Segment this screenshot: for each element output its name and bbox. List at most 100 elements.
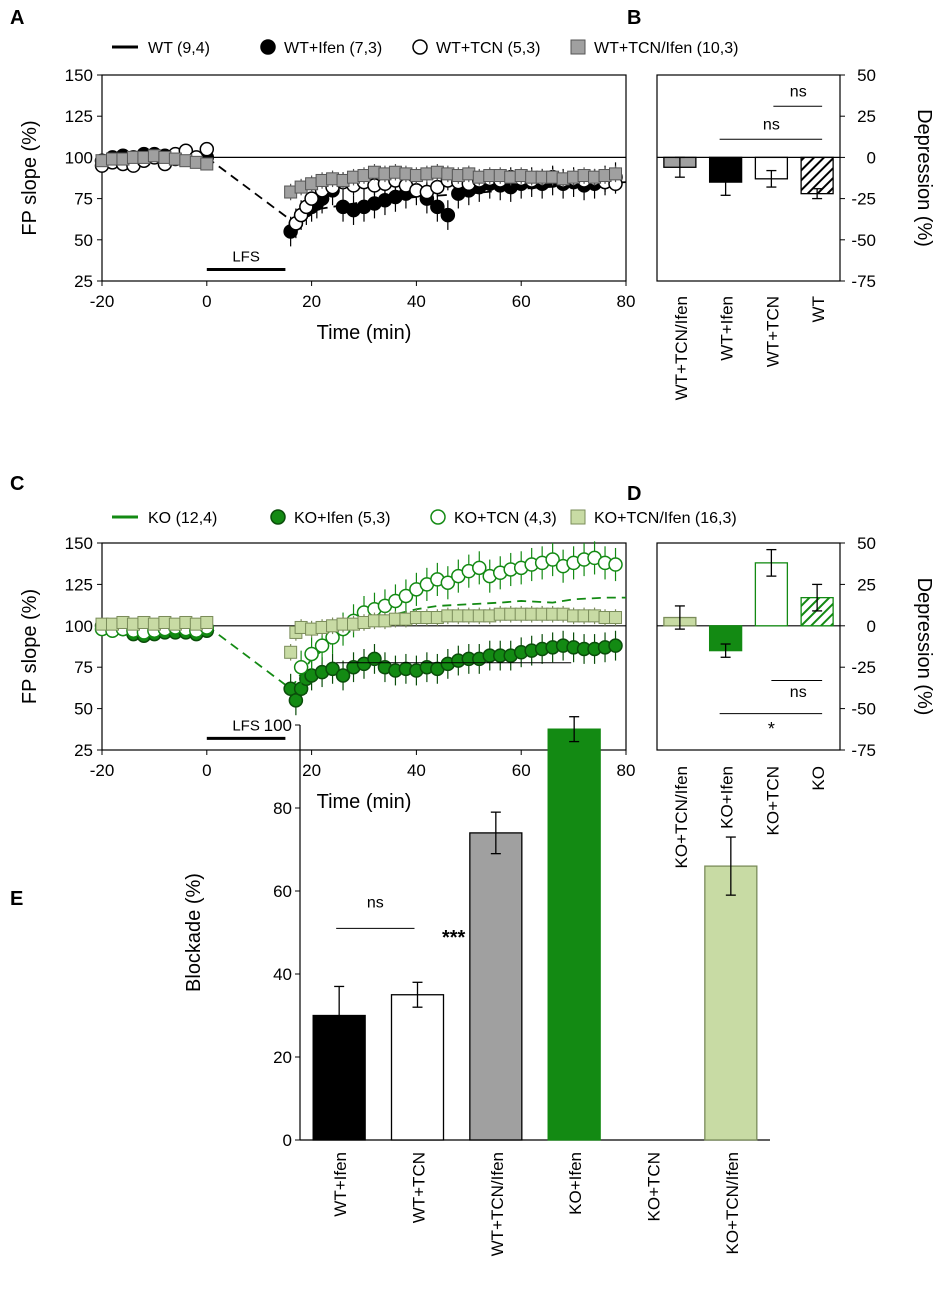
point-WT+Ifen [440, 207, 456, 223]
sig-label: ns [763, 116, 780, 133]
category-label: WT+TCN [763, 296, 782, 367]
y-tick-label: 25 [74, 741, 93, 760]
y-tick-label: 50 [74, 700, 93, 719]
y-axis-title: Blockade (%) [183, 873, 205, 992]
y-tick-label: 100 [65, 148, 93, 167]
x-tick-label: 0 [202, 292, 211, 311]
category-label: WT+TCN/Ifen [488, 1152, 507, 1256]
y-tick-label: 100 [264, 716, 292, 735]
legend-swatch-square [570, 39, 586, 55]
y-tick-label: 25 [857, 575, 876, 594]
point-KO+TCN [398, 588, 414, 604]
point-WT+TCN [430, 179, 445, 195]
bar-KO+TCN/Ifen [704, 865, 758, 1141]
legend-label: WT (9,4) [148, 40, 210, 57]
point-KO+TCN [314, 638, 330, 653]
plot-frame [101, 74, 627, 282]
x-tick-label: 80 [617, 761, 636, 780]
category-label: WT+TCN [410, 1152, 429, 1223]
point-WT+TCN [199, 141, 215, 157]
y-tick-label: 75 [74, 658, 93, 677]
y-tick-label: 150 [65, 534, 93, 553]
category-label: KO+Ifen [718, 766, 737, 829]
y-tick-label: 0 [867, 148, 876, 167]
y-tick-label: -50 [851, 231, 876, 250]
y-tick-label: -25 [851, 190, 876, 209]
y-tick-label: 60 [273, 882, 292, 901]
sig-label: ns [367, 895, 384, 912]
panel-a-timecourse-wt: 25 50 75 100 125 150 -20 0 20 40 60 80 Time (min) FP … [19, 39, 738, 344]
y-tick-label: 100 [65, 617, 93, 636]
point-WT+TCN/Ifen [200, 157, 214, 171]
x-tick-label: 40 [407, 292, 426, 311]
panel-b-depression-wt: -75 -50 -25 0 25 50 Depression (%) WT+TCN/Ifen W… [656, 66, 935, 400]
point-KO+Ifen [608, 638, 623, 653]
point-KO+TCN/Ifen [609, 611, 623, 625]
y-tick-label: 50 [857, 66, 876, 85]
y-tick-label: -75 [851, 272, 876, 291]
legend-label: WT+Ifen (7,3) [284, 40, 382, 57]
category-label: KO+TCN [645, 1152, 664, 1221]
x-axis-title: Time (min) [317, 322, 412, 344]
panel-label-a: A [10, 7, 24, 29]
bar-WT+TCN [390, 994, 445, 1141]
point-KO+Ifen [325, 661, 340, 677]
legend-label: KO+TCN (4,3) [454, 510, 557, 527]
y-axis-title: Depression (%) [913, 578, 935, 716]
legend-label: KO (12,4) [148, 510, 217, 527]
category-label: WT+Ifen [331, 1152, 350, 1217]
y-tick-label: 25 [74, 272, 93, 291]
y-tick-label: 25 [857, 107, 876, 126]
x-tick-label: 80 [617, 292, 636, 311]
point-KO+TCN [293, 659, 309, 675]
lfs-label: LFS [232, 248, 260, 265]
y-axis-title: FP slope (%) [19, 589, 41, 704]
x-tick-label: -20 [90, 761, 115, 780]
bar-WT+TCN/Ifen [469, 832, 523, 1141]
x-tick-label: 20 [302, 761, 321, 780]
y-tick-label: 80 [273, 799, 292, 818]
y-axis-title: Depression (%) [913, 109, 935, 247]
x-tick-label: -20 [90, 292, 115, 311]
y-tick-label: 50 [74, 231, 93, 250]
panel-label-b: B [627, 7, 641, 29]
point-KO+TCN [545, 552, 560, 567]
legend-swatch-circle [430, 509, 446, 525]
sig-label: *** [442, 927, 466, 949]
category-label: KO+TCN/Ifen [672, 766, 691, 869]
x-tick-label: 0 [202, 761, 211, 780]
point-KO+TCN [304, 646, 319, 662]
point-KO+TCN/Ifen [200, 615, 214, 629]
legend-label: WT+TCN (5,3) [436, 40, 540, 57]
bar-WT [800, 156, 834, 195]
sig-label: * [768, 719, 775, 739]
panel-e-blockade: 0 20 40 60 80 100 Blockade (%) WT+Ifen WT+TCN WT+… [183, 662, 770, 1256]
y-tick-label: 0 [283, 1131, 292, 1150]
legend-swatch-circle [412, 39, 428, 55]
legend-swatch-circle [260, 39, 276, 55]
panel-label-c: C [10, 473, 24, 495]
category-label: WT [809, 296, 828, 322]
bar-KO+TCN [754, 562, 789, 627]
y-tick-label: 50 [857, 534, 876, 553]
legend-label: WT+TCN/Ifen (10,3) [594, 40, 738, 57]
point-WT+TCN [304, 191, 319, 206]
y-tick-label: 0 [867, 617, 876, 636]
y-tick-label: 20 [273, 1048, 292, 1067]
point-KO+Ifen [335, 668, 351, 683]
category-label: KO+TCN/Ifen [723, 1152, 742, 1255]
plot-frame [656, 542, 841, 751]
x-axis-title: Time (min) [317, 791, 412, 813]
panel-c-timecourse-ko: 25 50 75 100 125 150 -20 0 20 40 60 80 Time (min) FP … [19, 509, 737, 813]
panel-label-e: E [10, 888, 23, 910]
plot-frame [656, 74, 841, 282]
bar-KO+Ifen [547, 728, 601, 1141]
y-tick-label: 125 [65, 107, 93, 126]
legend-swatch-square [570, 509, 586, 525]
panel-d-depression-ko: -75 -50 -25 0 25 50 Depression (%) KO+TCN/Ifen K… [656, 534, 935, 869]
legend-swatch-circle [270, 509, 286, 525]
x-tick-label: 60 [512, 292, 531, 311]
category-label: KO [809, 766, 828, 791]
y-tick-label: -75 [851, 741, 876, 760]
point-KO+Ifen [367, 651, 382, 667]
